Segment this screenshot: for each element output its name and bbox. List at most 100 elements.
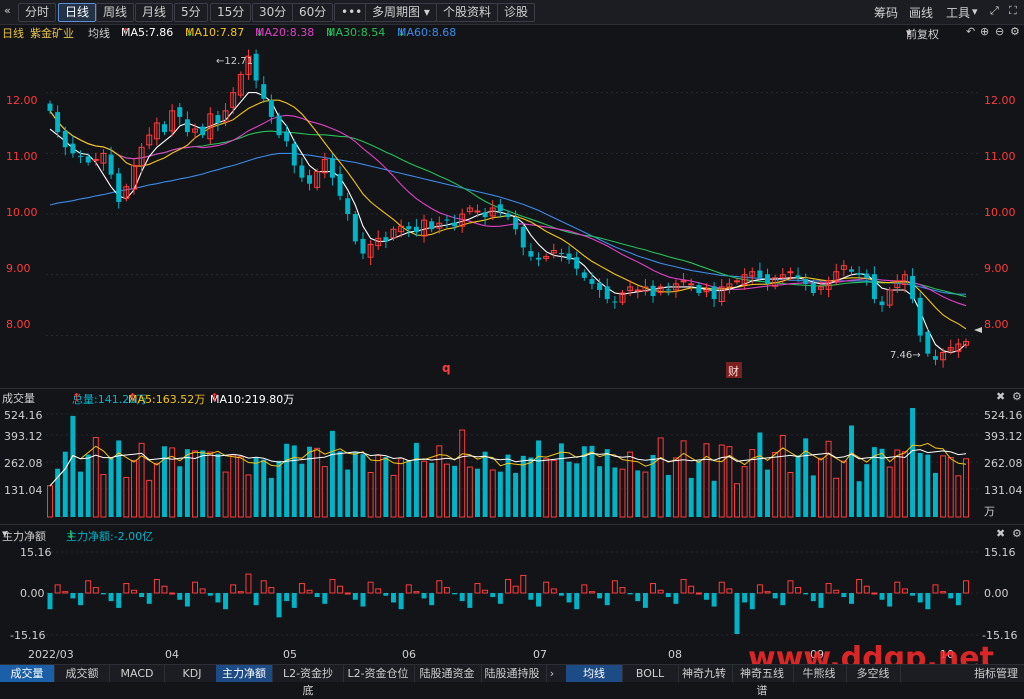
more-button[interactable]: ••• [334, 3, 370, 22]
volume-bar [787, 471, 794, 518]
diagnose-button[interactable]: 诊股 [497, 3, 536, 22]
candle-body [413, 226, 419, 233]
tab-weekly[interactable]: 周线 [96, 3, 135, 22]
zoom-out-icon[interactable]: ⊖ [995, 25, 1005, 38]
tab-l2-position[interactable]: L2-资金仓位 [342, 665, 415, 682]
fullscreen-icon[interactable]: ⛶ [1009, 4, 1017, 17]
flow-bar [383, 593, 389, 596]
candle-body [390, 228, 397, 239]
volume-bar [130, 459, 137, 518]
tab-volume[interactable]: 成交量 [0, 665, 55, 682]
caret-down-icon: ▾ [906, 26, 912, 39]
flow-bar [482, 589, 489, 594]
flow-axis-labels: 15.16 0.00 -15.16 15.16 0.00 -15.16 [10, 546, 1017, 642]
price-tick: 12.00 [6, 94, 38, 107]
flow-bar [108, 593, 114, 602]
chevron-left-icon[interactable]: « [4, 4, 11, 17]
flow-bar [306, 589, 313, 594]
volume-bar [672, 457, 679, 518]
flow-title[interactable]: 主力净额 ▾ [2, 527, 46, 543]
tools-button[interactable]: 工具 [946, 6, 971, 20]
period-label: 日线 [2, 27, 24, 40]
chip-button[interactable]: 筹码 [874, 6, 899, 20]
flow-bar [436, 580, 443, 594]
volume-bar [429, 462, 435, 517]
avg-label[interactable]: 均线 [88, 27, 110, 40]
volume-bar [749, 449, 756, 518]
tab-td9[interactable]: 神奇九转 [676, 665, 733, 682]
volume-axis-labels: 524.16 393.12 262.08 131.04 524.16 393.1… [4, 409, 1023, 518]
tab-indicator-manage[interactable]: 指标管理 [974, 667, 1018, 680]
tab-fenshi[interactable]: 分时 [18, 3, 57, 22]
multi-period-dropdown[interactable]: 多周期图 ▾ [365, 3, 437, 22]
volume-unit: 万 [984, 505, 995, 518]
flow-bar [558, 593, 564, 596]
candle-body [947, 347, 954, 351]
tab-turnover[interactable]: 成交额 [55, 665, 110, 682]
tab-60min[interactable]: 60分 [292, 3, 334, 22]
flow-bar [963, 580, 969, 594]
volume-bar [543, 458, 550, 518]
ma-legend: 日线 紫金矿业 均线 MA5:7.86 ↑ MA10:7.87 ↓ MA20:8.3… [2, 25, 1020, 41]
flow-bar [703, 593, 709, 600]
volume-bar [474, 468, 480, 517]
tab-l2-bottom[interactable]: L2-资金抄底 [273, 665, 344, 697]
tab-macd[interactable]: MACD [110, 665, 165, 682]
undo-icon[interactable]: ↶ [966, 25, 976, 38]
chevron-right-icon[interactable]: › [549, 667, 555, 680]
candle-body [749, 271, 756, 277]
candle-body [612, 301, 618, 303]
close-icon[interactable]: ✖ [996, 527, 1006, 540]
close-icon[interactable]: ✖ [996, 390, 1006, 403]
draw-button[interactable]: 画线 [909, 6, 934, 20]
tab-bull-bear[interactable]: 牛熊线 [792, 665, 847, 682]
settings-icon[interactable]: ⚙ [1012, 527, 1022, 540]
candle-body [558, 252, 564, 254]
volume-tick: 393.12 [4, 430, 43, 443]
tab-monthly[interactable]: 月线 [135, 3, 174, 22]
candle-body [817, 286, 824, 290]
volume-bar [123, 476, 130, 518]
settings-icon[interactable]: ⚙ [1012, 390, 1022, 403]
flow-bar [367, 581, 374, 594]
volume-title[interactable]: 成交量 [2, 392, 35, 405]
candle-body [505, 213, 511, 218]
tab-main-flow[interactable]: 主力净额 [216, 665, 273, 682]
flow-bar [322, 593, 328, 604]
tab-five-lines[interactable]: 神奇五线谱 [731, 665, 794, 697]
candle-body [894, 280, 901, 289]
candle-body [192, 128, 199, 133]
caret-down-icon[interactable]: ▾ [972, 5, 978, 18]
tab-15min[interactable]: 15分 [210, 3, 252, 22]
volume-bar [925, 454, 931, 517]
stock-info-button[interactable]: 个股资料 [436, 3, 499, 22]
volume-ma-lines [49, 442, 967, 487]
flow-bar [512, 585, 519, 594]
tab-long-short[interactable]: 多空线 [846, 665, 901, 682]
candle-body [130, 165, 137, 190]
volume-tick-right: 131.04 [984, 484, 1023, 497]
flow-bar [314, 593, 320, 598]
tab-30min[interactable]: 30分 [252, 3, 294, 22]
volume-bar [932, 472, 938, 517]
flow-bar [230, 584, 237, 594]
tab-daily[interactable]: 日线 [58, 3, 97, 22]
flow-bar [123, 583, 130, 594]
candle-body [444, 219, 450, 221]
tab-hk-connect-fund[interactable]: 陆股通资金 [413, 665, 482, 682]
price-axis-labels: 12.00 11.00 10.00 9.00 8.00 12.00 11.00 … [6, 94, 1016, 331]
flow-bar [375, 588, 382, 594]
tab-hk-connect-hold[interactable]: 陆股通持股 [478, 665, 547, 682]
candle-body [779, 274, 786, 279]
tab-boll[interactable]: BOLL [622, 665, 679, 682]
tab-kdj[interactable]: KDJ [165, 665, 220, 682]
volume-bar [230, 454, 237, 518]
tab-5min[interactable]: 5分 [174, 3, 208, 22]
settings-icon[interactable]: ⚙ [1010, 25, 1020, 38]
price-chart[interactable]: 12.00 11.00 10.00 9.00 8.00 12.00 11.00 … [0, 40, 1024, 664]
zoom-in-icon[interactable]: ⊕ [980, 25, 990, 38]
volume-bar [665, 474, 671, 517]
expand-icon[interactable]: ⤢ [990, 4, 999, 17]
tab-ma[interactable]: 均线 [566, 665, 623, 682]
volume-bar [421, 460, 428, 518]
